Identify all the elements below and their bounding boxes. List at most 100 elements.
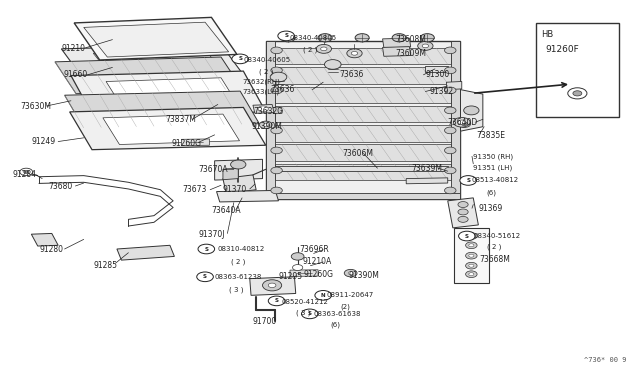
Text: 73673: 73673 bbox=[182, 185, 207, 194]
Text: 91390M: 91390M bbox=[251, 122, 282, 131]
Text: 91280: 91280 bbox=[39, 244, 63, 253]
Polygon shape bbox=[290, 270, 318, 276]
Polygon shape bbox=[451, 41, 461, 199]
Circle shape bbox=[568, 88, 587, 99]
Circle shape bbox=[454, 118, 470, 127]
Circle shape bbox=[355, 34, 369, 42]
Text: HB: HB bbox=[541, 31, 553, 39]
Text: 73636: 73636 bbox=[339, 70, 364, 79]
Polygon shape bbox=[181, 139, 209, 145]
Circle shape bbox=[292, 264, 303, 270]
Text: 91660: 91660 bbox=[63, 70, 88, 79]
Text: 08513-40812: 08513-40812 bbox=[472, 177, 519, 183]
Text: 73608M: 73608M bbox=[396, 35, 426, 44]
Text: 08340-51612: 08340-51612 bbox=[473, 233, 520, 239]
Circle shape bbox=[263, 124, 268, 126]
Circle shape bbox=[418, 41, 433, 50]
Text: 91210: 91210 bbox=[61, 44, 85, 53]
Circle shape bbox=[422, 44, 429, 48]
Text: 73633(LH): 73633(LH) bbox=[242, 88, 279, 95]
Circle shape bbox=[445, 67, 456, 74]
Polygon shape bbox=[55, 57, 242, 94]
Circle shape bbox=[458, 209, 468, 215]
Polygon shape bbox=[253, 105, 274, 113]
Circle shape bbox=[445, 87, 456, 94]
Circle shape bbox=[466, 252, 477, 259]
Circle shape bbox=[278, 31, 294, 41]
Text: 73680: 73680 bbox=[49, 182, 73, 190]
Circle shape bbox=[268, 283, 276, 288]
Polygon shape bbox=[106, 78, 238, 109]
Text: 73639M: 73639M bbox=[412, 164, 442, 173]
Circle shape bbox=[445, 187, 456, 194]
Polygon shape bbox=[117, 245, 174, 260]
Polygon shape bbox=[448, 198, 478, 228]
Bar bbox=[454, 228, 489, 283]
Circle shape bbox=[458, 202, 468, 208]
Circle shape bbox=[270, 72, 287, 82]
Polygon shape bbox=[93, 49, 223, 76]
Text: S: S bbox=[204, 247, 209, 251]
Text: 73835E: 73835E bbox=[476, 131, 506, 141]
Text: ( 2 ): ( 2 ) bbox=[230, 259, 245, 265]
Text: 73632(RH): 73632(RH) bbox=[242, 79, 280, 86]
Circle shape bbox=[232, 54, 248, 64]
Circle shape bbox=[258, 106, 268, 112]
Text: 91260G: 91260G bbox=[303, 270, 333, 279]
Polygon shape bbox=[461, 90, 483, 131]
Polygon shape bbox=[71, 71, 266, 116]
Text: S: S bbox=[465, 234, 469, 238]
Circle shape bbox=[344, 269, 357, 277]
Circle shape bbox=[466, 262, 477, 269]
Circle shape bbox=[291, 253, 304, 260]
Text: 91260G: 91260G bbox=[172, 139, 202, 148]
Text: 91285: 91285 bbox=[93, 261, 117, 270]
Text: 08911-20647: 08911-20647 bbox=[326, 292, 374, 298]
Circle shape bbox=[468, 244, 474, 247]
Text: 91350 (RH): 91350 (RH) bbox=[473, 153, 513, 160]
Circle shape bbox=[268, 296, 285, 306]
Text: S: S bbox=[238, 57, 242, 61]
Circle shape bbox=[324, 60, 341, 69]
Text: (6): (6) bbox=[331, 322, 341, 328]
Circle shape bbox=[445, 147, 456, 154]
Circle shape bbox=[301, 309, 318, 319]
Text: 73609M: 73609M bbox=[396, 49, 426, 58]
Circle shape bbox=[392, 34, 406, 42]
Polygon shape bbox=[266, 41, 461, 199]
Circle shape bbox=[464, 106, 479, 115]
Circle shape bbox=[445, 167, 456, 174]
Text: S: S bbox=[284, 33, 288, 38]
Text: ( 2 ): ( 2 ) bbox=[259, 68, 274, 75]
Circle shape bbox=[445, 107, 456, 114]
Text: ^736* 00 9: ^736* 00 9 bbox=[584, 357, 627, 363]
Polygon shape bbox=[65, 91, 259, 128]
Text: 91392: 91392 bbox=[430, 87, 454, 96]
Circle shape bbox=[466, 271, 477, 278]
Circle shape bbox=[351, 51, 358, 55]
Text: 73640D: 73640D bbox=[448, 118, 478, 127]
Circle shape bbox=[420, 34, 435, 42]
Circle shape bbox=[321, 47, 327, 51]
Text: 73632G: 73632G bbox=[253, 108, 283, 116]
Polygon shape bbox=[250, 277, 296, 295]
Circle shape bbox=[461, 122, 467, 126]
Polygon shape bbox=[383, 46, 411, 56]
Text: 91249: 91249 bbox=[31, 137, 56, 146]
Text: 91300: 91300 bbox=[426, 70, 450, 79]
Polygon shape bbox=[70, 108, 266, 150]
Circle shape bbox=[262, 280, 282, 291]
Polygon shape bbox=[275, 166, 448, 171]
Polygon shape bbox=[216, 190, 278, 202]
Text: 73670A: 73670A bbox=[198, 165, 228, 174]
Circle shape bbox=[460, 176, 476, 185]
Circle shape bbox=[20, 168, 33, 176]
Polygon shape bbox=[223, 168, 238, 180]
Circle shape bbox=[230, 160, 246, 169]
Circle shape bbox=[445, 47, 456, 54]
Circle shape bbox=[271, 107, 282, 114]
Polygon shape bbox=[275, 125, 451, 141]
Circle shape bbox=[271, 147, 282, 154]
Text: S: S bbox=[275, 298, 278, 304]
Circle shape bbox=[466, 242, 477, 248]
